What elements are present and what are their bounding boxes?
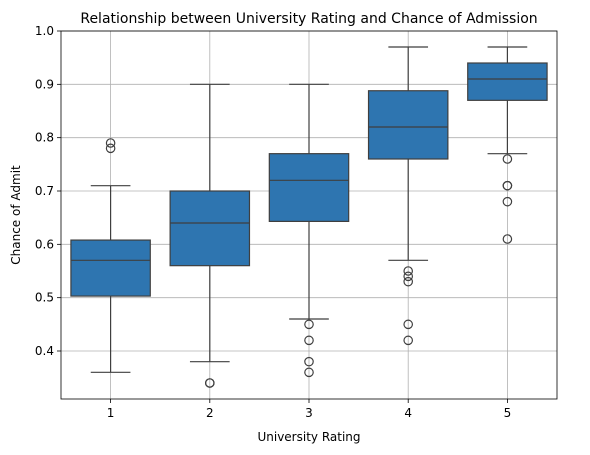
- outlier-point: [403, 266, 413, 276]
- x-tick-label: 3: [305, 406, 313, 420]
- outlier-point: [403, 276, 413, 287]
- outlier-point: [403, 271, 413, 282]
- outlier-point: [304, 319, 314, 330]
- outlier-point: [105, 143, 116, 154]
- outlier-point: [105, 138, 116, 148]
- outlier-point: [304, 335, 314, 346]
- outlier-point: [502, 154, 513, 164]
- outlier-point: [403, 335, 413, 346]
- y-tick-label: 1.0: [35, 24, 54, 38]
- y-tick-label: 0.7: [35, 184, 54, 198]
- iqr-box: [169, 190, 251, 267]
- x-tick-label: 2: [206, 406, 214, 420]
- y-tick-label: 0.6: [35, 237, 54, 251]
- outlier-point: [304, 367, 314, 378]
- box-series: [70, 46, 548, 388]
- outlier-point: [403, 319, 413, 330]
- y-tick-label: 0.9: [35, 77, 54, 91]
- outlier-point: [205, 378, 215, 388]
- box-group-rating-1: [70, 138, 151, 373]
- outlier-point: [502, 180, 513, 191]
- iqr-box: [467, 62, 548, 101]
- iqr-box: [367, 90, 449, 160]
- outlier-point: [502, 234, 513, 244]
- x-tick-label: 5: [504, 406, 512, 420]
- x-tick-label: 4: [404, 406, 412, 420]
- x-axis-label: University Rating: [257, 430, 360, 444]
- box-group-rating-2: [169, 83, 251, 388]
- box-group-rating-5: [467, 46, 548, 244]
- iqr-box: [70, 239, 151, 297]
- axis-ticks: 0.4 0.5 0.6 0.7 0.8 0.9 1.0 1 2 3 4 5: [35, 24, 511, 420]
- chart-title: Relationship between University Rating a…: [80, 11, 537, 27]
- outlier-point: [304, 356, 314, 367]
- y-tick-label: 0.8: [35, 131, 54, 145]
- iqr-box: [268, 153, 350, 223]
- box-group-rating-4: [367, 46, 449, 346]
- box-group-rating-3: [268, 83, 350, 378]
- x-tick-label: 1: [107, 406, 115, 420]
- y-tick-label: 0.4: [35, 344, 54, 358]
- y-axis-label: Chance of Admit: [9, 165, 23, 265]
- y-tick-label: 0.5: [35, 291, 54, 305]
- outlier-point: [502, 196, 513, 207]
